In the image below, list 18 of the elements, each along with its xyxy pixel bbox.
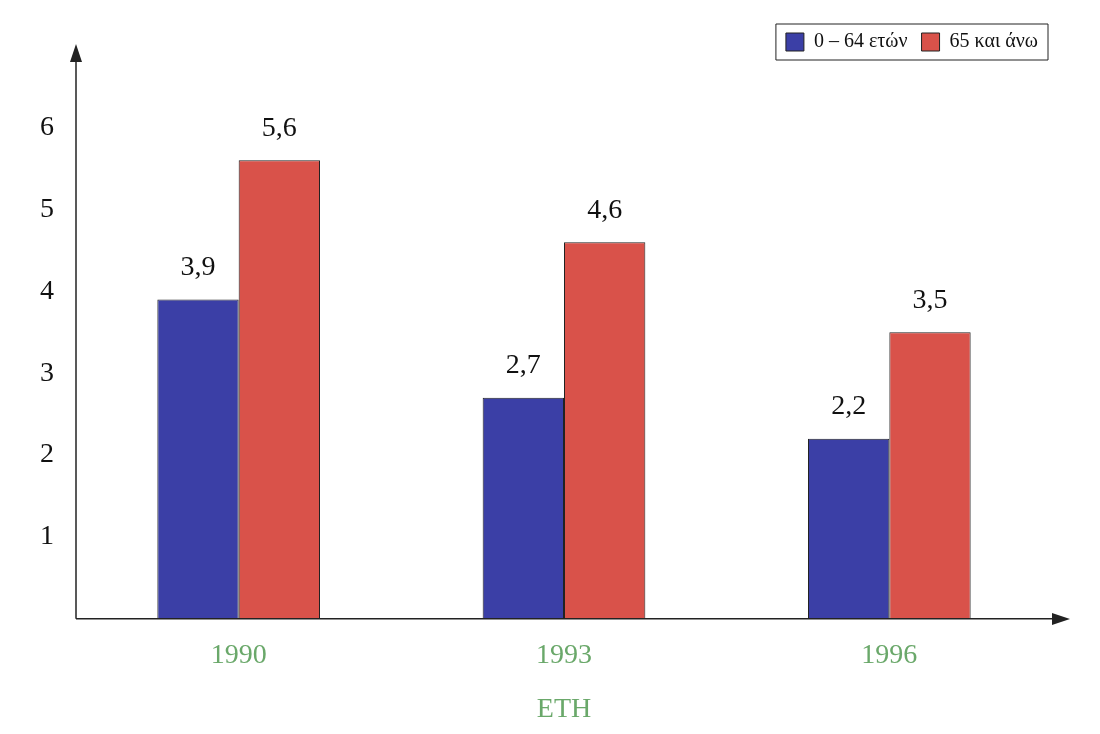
x-tick-label: 1993 [536,637,592,669]
y-tick-label: 4 [40,273,54,305]
y-tick-label: 1 [40,519,54,551]
data-label: 2,2 [831,389,867,421]
y-tick-label: 2 [40,437,54,469]
data-label: 3,5 [912,282,948,314]
y-tick-label: 5 [40,191,54,223]
data-label: 2,7 [505,348,541,380]
legend-label: 0 – 64 ετών [813,29,908,52]
x-axis-title: ΕΤΗ [536,691,592,723]
y-tick-label: 3 [40,355,54,387]
data-label: 4,6 [587,192,623,224]
data-label: 3,9 [180,249,216,281]
data-label: 5,6 [261,110,297,142]
x-tick-label: 1996 [861,637,918,669]
x-tick-label: 1990 [210,637,267,669]
y-tick-label: 6 [40,109,54,141]
legend-label: 65 και άνω [949,29,1039,52]
